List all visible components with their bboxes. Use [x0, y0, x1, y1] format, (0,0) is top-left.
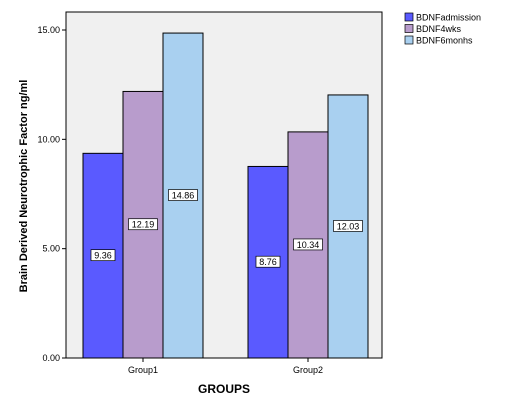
legend-swatch [404, 12, 414, 22]
legend-swatch [404, 35, 414, 45]
y-tick-label: 15.00 [37, 25, 60, 35]
data-label-box [128, 218, 158, 231]
legend-label: BDNF6monhs [416, 36, 473, 46]
y-tick-label: 5.00 [42, 244, 60, 254]
y-axis-title: Brain Derived Neurotrophic Factor ng/ml [18, 80, 30, 293]
bars: 9.36 12.19 14.86 8.76 10.34 12.03 [82, 32, 369, 359]
data-label-box [90, 249, 116, 262]
x-axis-title: GROUPS [198, 382, 250, 396]
x-tick-label: Group1 [128, 365, 158, 375]
data-label-box [168, 189, 198, 201]
data-label: 12.19 [132, 220, 155, 230]
data-label: 10.34 [297, 240, 320, 250]
legend-swatch [404, 24, 414, 33]
data-label: 8.76 [259, 257, 277, 267]
legend-label: BDNFadmission [416, 13, 481, 23]
data-label: 9.36 [94, 251, 112, 261]
data-label: 12.03 [337, 221, 360, 231]
data-label: 14.86 [172, 191, 195, 201]
x-axis: Group1 Group2 [128, 358, 323, 375]
y-tick-label: 0.00 [42, 353, 60, 363]
data-label-box [333, 220, 363, 232]
data-label-box [255, 255, 281, 268]
legend-label: BDNF4wks [416, 24, 462, 34]
x-tick-label: Group2 [293, 365, 323, 375]
y-axis: 0.00 5.00 10.00 15.00 [37, 25, 66, 363]
y-tick-label: 10.00 [37, 134, 60, 144]
data-label-box [293, 238, 323, 251]
